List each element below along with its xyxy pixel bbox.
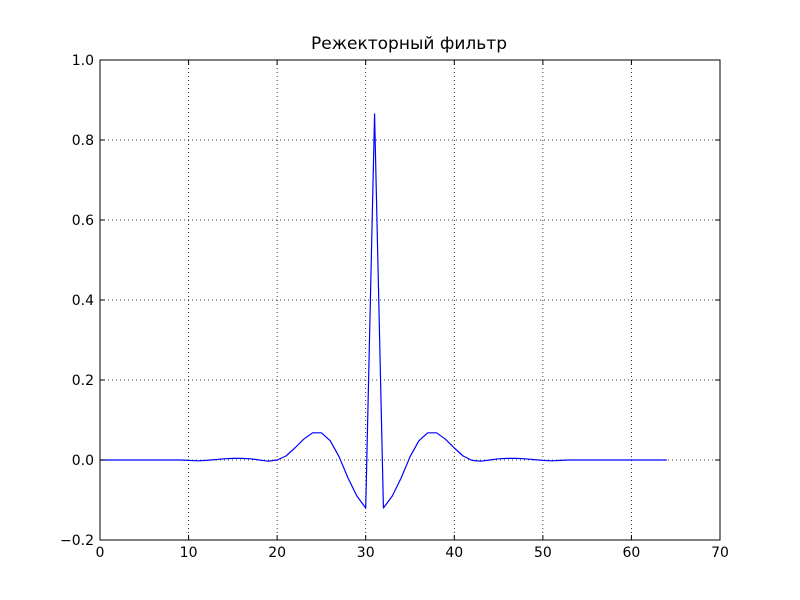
x-tick-label: 30 xyxy=(357,545,375,561)
x-axis-tick-labels: 0 10 20 30 40 50 60 70 xyxy=(96,545,729,561)
x-tick-label: 20 xyxy=(268,545,286,561)
y-tick-label: 0.4 xyxy=(72,293,94,309)
y-tick-label: 1.0 xyxy=(72,53,94,69)
chart-title: Режекторный фильтр xyxy=(311,34,507,54)
y-tick-label: −0.2 xyxy=(60,533,94,549)
y-tick-label: 0.8 xyxy=(72,133,94,149)
series-layer xyxy=(100,113,667,509)
x-tick-label: 10 xyxy=(180,545,198,561)
x-tick-label: 60 xyxy=(623,545,641,561)
y-tick-label: 0.2 xyxy=(72,373,94,389)
x-tick-label: 70 xyxy=(711,545,729,561)
y-tick-label: 0.6 xyxy=(72,213,94,229)
y-tick-label: 0.0 xyxy=(72,453,94,469)
x-tick-label: 40 xyxy=(445,545,463,561)
x-tick-label: 50 xyxy=(534,545,552,561)
series-line xyxy=(100,113,667,509)
x-tick-label: 0 xyxy=(96,545,105,561)
axis-ticks xyxy=(99,59,721,541)
y-axis-tick-labels: −0.2 0.0 0.2 0.4 0.6 0.8 1.0 xyxy=(60,53,94,549)
